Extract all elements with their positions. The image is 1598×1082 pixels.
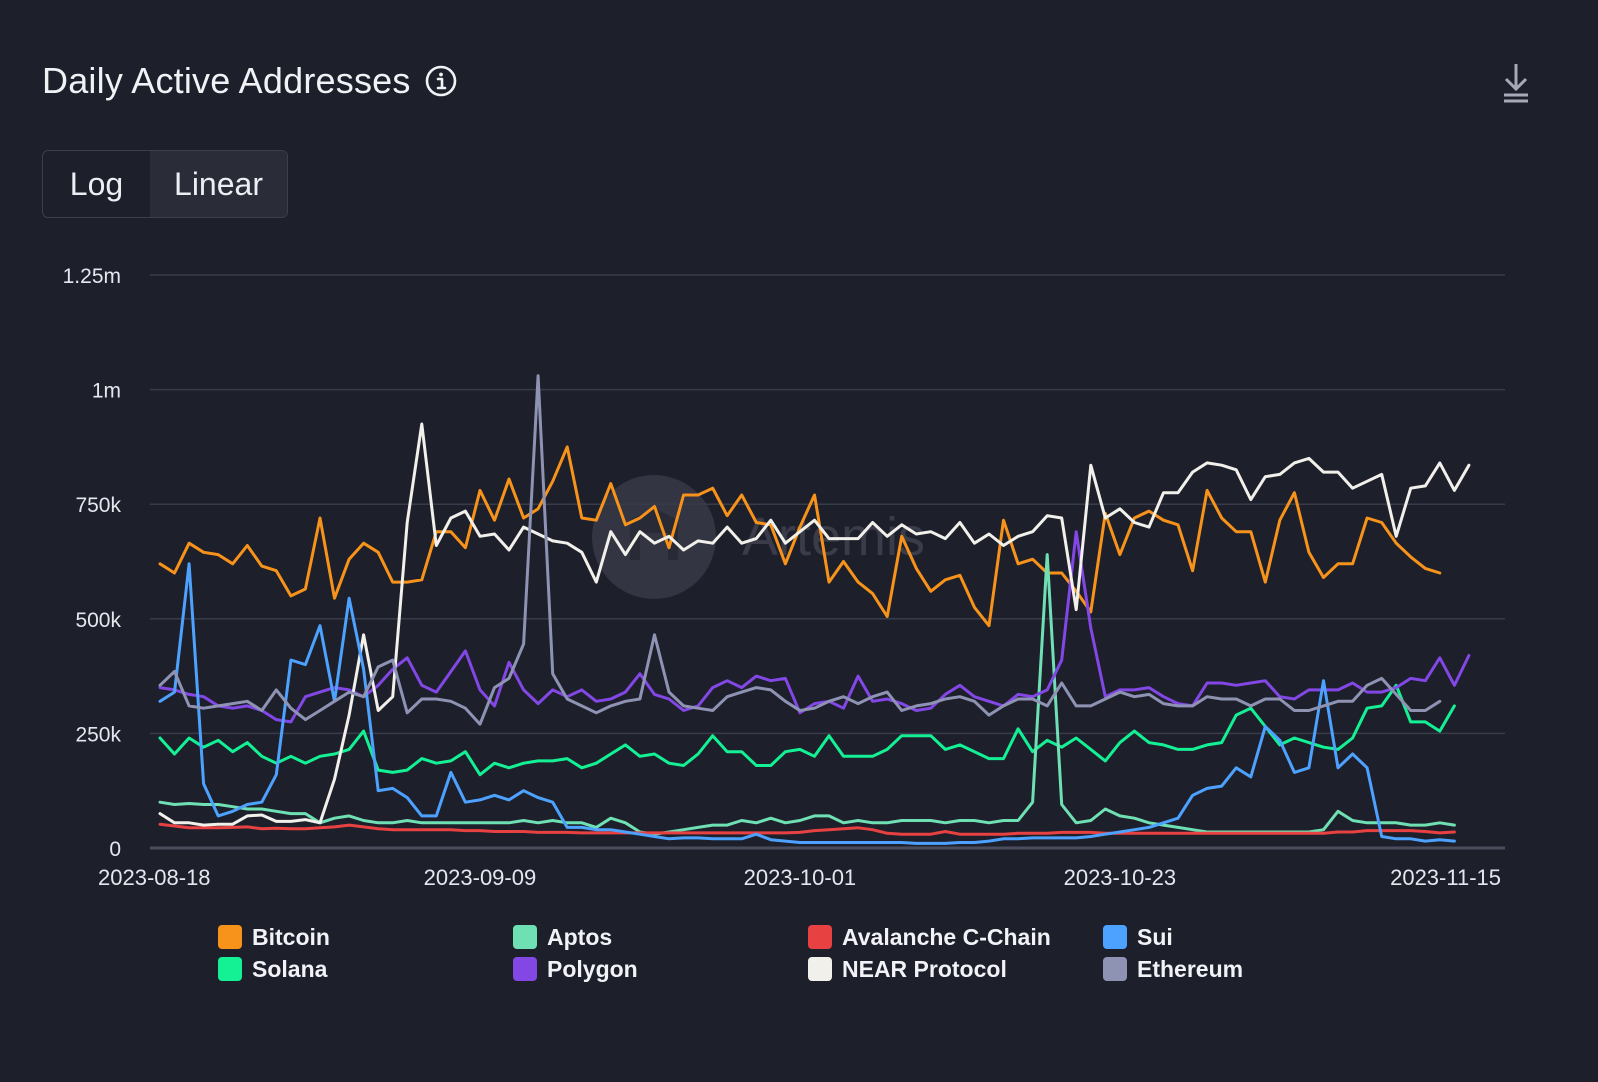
series-line-bitcoin [158,445,1442,628]
legend-label: Aptos [547,923,613,950]
download-icon[interactable] [1500,62,1532,104]
x-tick-label: 2023-11-15 [1390,865,1501,890]
series-line-avalanche-c-chain [158,822,1456,836]
legend-label: Bitcoin [252,923,330,950]
series-line-ethereum [158,374,1442,726]
legend-swatch [218,925,242,949]
series-line-solana [158,683,1456,777]
legend-label: Ethereum [1137,955,1244,982]
x-tick-label: 2023-10-23 [1064,865,1177,890]
series-line-near-protocol [158,422,1471,827]
linear-scale-button[interactable]: Linear [150,151,287,217]
legend-label: Sui [1137,923,1173,950]
legend-item-avalanche-c-chain[interactable]: Avalanche C-Chain [808,924,1103,950]
x-tick-label: 2023-08-18 [98,865,211,890]
legend-item-sui[interactable]: Sui [1103,924,1303,950]
legend-label: Avalanche C-Chain [842,923,1051,950]
series-line-sui [158,562,1456,845]
chart-header: Daily Active Addresses [42,58,457,104]
y-tick-label: 0 [109,838,121,861]
info-icon[interactable] [425,65,457,97]
watermark: Artemis [592,475,925,599]
legend-swatch [808,925,832,949]
y-tick-label: 1.25m [63,265,121,288]
legend-swatch [218,957,242,981]
legend-item-solana[interactable]: Solana [218,956,513,982]
series-line-polygon [158,530,1471,724]
legend-swatch [513,957,537,981]
legend-swatch [513,925,537,949]
scale-toggle: Log Linear [42,150,288,218]
line-chart: Artemis 0 250k 500k 750k 1m 1.25m 2023-08-18 20… [63,265,1505,890]
legend-item-ethereum[interactable]: Ethereum [1103,956,1303,982]
y-tick-label: 500k [75,609,121,632]
legend-item-bitcoin[interactable]: Bitcoin [218,924,513,950]
y-tick-label: 1m [92,380,121,403]
chart-title: Daily Active Addresses [42,60,411,101]
log-scale-button[interactable]: Log [69,165,124,202]
legend-item-near-protocol[interactable]: NEAR Protocol [808,956,1103,982]
y-tick-label: 250k [75,723,121,746]
legend-item-polygon[interactable]: Polygon [513,956,808,982]
legend-swatch [808,957,832,981]
legend-item-aptos[interactable]: Aptos [513,924,808,950]
legend-swatch [1103,925,1127,949]
y-tick-label: 750k [75,494,121,517]
legend-label: Solana [252,955,328,982]
legend-swatch [1103,957,1127,981]
legend-label: Polygon [547,955,638,982]
watermark-text: Artemis [742,507,925,567]
legend-label: NEAR Protocol [842,955,1007,982]
legend: Bitcoin Aptos Avalanche C-Chain Sui Solana Po… [218,924,1303,982]
x-tick-label: 2023-10-01 [744,865,857,890]
x-tick-label: 2023-09-09 [424,865,537,890]
